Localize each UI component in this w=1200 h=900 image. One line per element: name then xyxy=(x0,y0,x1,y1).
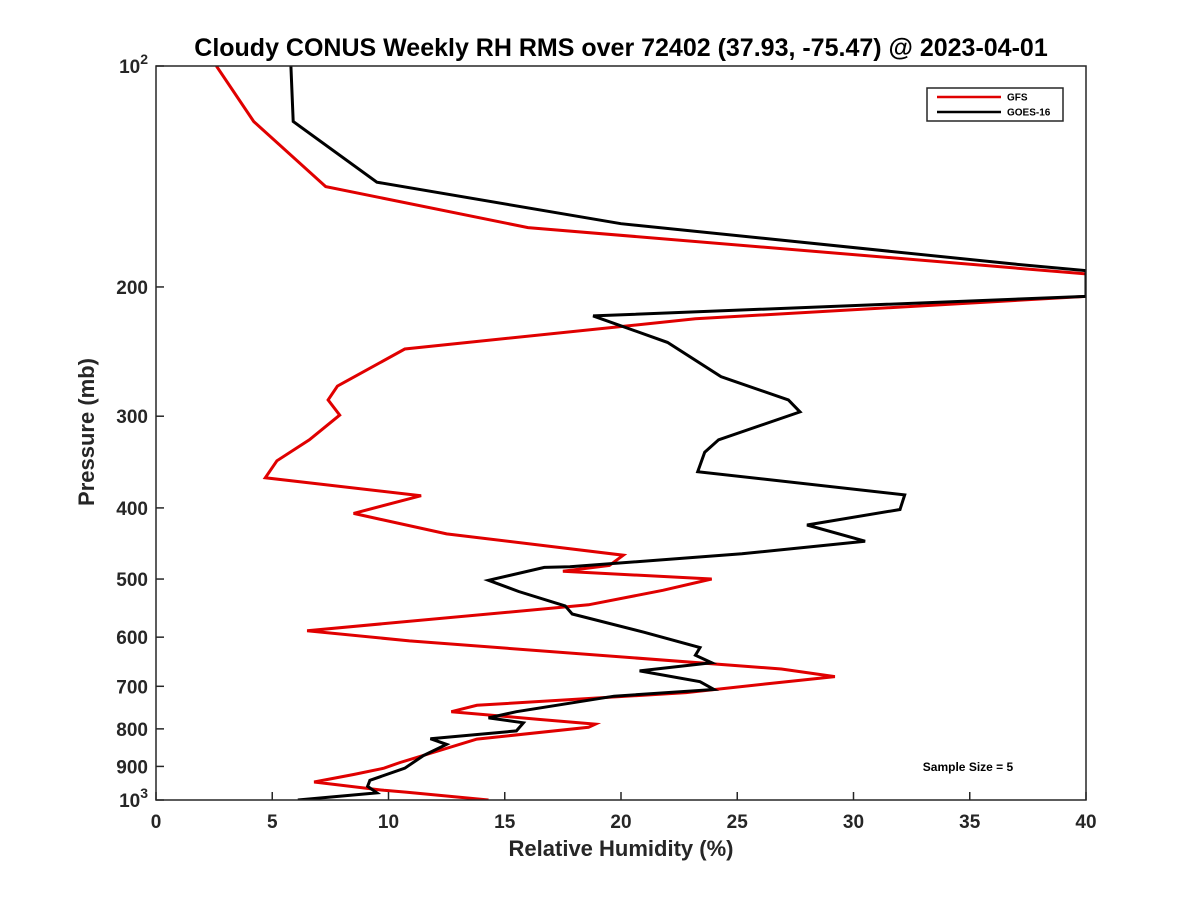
series-layer xyxy=(215,66,1086,800)
legend-label-gfs: GFS xyxy=(1007,93,1028,104)
y-tick-label: 800 xyxy=(116,720,148,741)
x-tick-label: 25 xyxy=(727,812,749,833)
x-tick-label: 0 xyxy=(151,812,162,833)
y-axis: 102 200 300 400 500 600 700 800 900 103 xyxy=(116,51,164,812)
x-tick-label: 35 xyxy=(959,812,981,833)
y-tick-label: 700 xyxy=(116,677,148,698)
y-tick-label: 103 xyxy=(119,785,148,812)
series-line-gfs xyxy=(215,66,1086,800)
x-tick-label: 20 xyxy=(610,812,631,833)
y-tick-label: 102 xyxy=(119,51,148,78)
x-tick-label: 40 xyxy=(1075,812,1096,833)
legend-box xyxy=(926,87,1064,122)
x-tick-label: 15 xyxy=(494,812,516,833)
sample-size-annotation: Sample Size = 5 xyxy=(923,760,1014,774)
y-tick-label: 300 xyxy=(116,407,148,428)
plot-frame xyxy=(155,65,1087,801)
x-tick-label: 5 xyxy=(267,812,278,833)
y-tick-label: 200 xyxy=(116,278,148,299)
chart-title: Cloudy CONUS Weekly RH RMS over 72402 (3… xyxy=(194,34,1048,62)
x-axis: 0 5 10 15 20 25 30 35 40 xyxy=(151,792,1097,833)
y-tick-label: 400 xyxy=(116,499,148,520)
y-tick-label: 900 xyxy=(116,757,148,778)
legend: GFS GOES-16 xyxy=(926,87,1064,122)
y-tick-label: 600 xyxy=(116,628,148,649)
y-tick-label: 500 xyxy=(116,570,148,591)
x-tick-label: 30 xyxy=(843,812,864,833)
legend-label-goes-16: GOES-16 xyxy=(1007,108,1051,119)
series-line-goes-16 xyxy=(289,66,1086,800)
y-axis-label: Pressure (mb) xyxy=(74,358,99,506)
x-axis-label: Relative Humidity (%) xyxy=(509,836,734,861)
x-tick-label: 10 xyxy=(378,812,399,833)
